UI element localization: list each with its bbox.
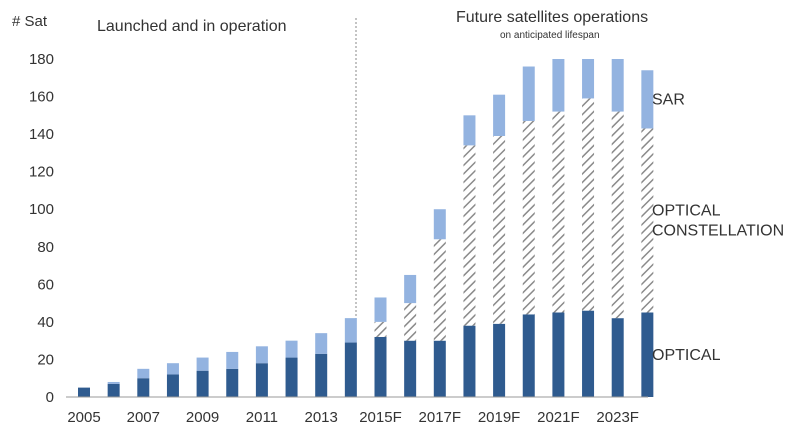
bar-segment-optical-constellation-2017F [433,239,446,341]
x-tick-label: 2011 [246,409,278,426]
bar-segment-sar-2015F [374,297,387,322]
bar-segment-optical-2011 [255,363,268,397]
bar-segment-optical-2023F [611,318,624,397]
bar-segment-optical-2017F [433,340,446,397]
bar-segment-sar-2022F [582,59,595,99]
bar-segment-optical-2008 [166,374,179,397]
bar-segment-sar-2007 [137,368,150,379]
y-tick-label: 40 [37,314,54,331]
x-tick-label: 2019F [478,409,521,426]
x-tick-label: 2007 [127,409,160,426]
y-tick-label: 180 [29,51,54,68]
y-axis-label: # Sat [12,13,48,30]
series-label-optical-constellation: OPTICAL [652,202,721,219]
bar-segment-sar-2018F [463,115,476,146]
future-section-title: Future satellites operations [456,9,648,26]
y-tick-label: 160 [29,89,54,106]
y-axis-ticks: 0 20 40 60 80 100 120 140 160 180 [29,51,54,406]
bar-segment-sar-2009 [196,357,209,371]
bar-segment-optical-2015F [374,336,387,397]
x-tick-label: 2005 [67,409,100,426]
bar-segment-optical-2006 [107,383,120,397]
bar-segment-optical-constellation-2018F [463,145,476,326]
bar-segment-sar-2016F [404,274,417,304]
x-tick-label: 2009 [186,409,219,426]
x-tick-label: 2015F [359,409,402,426]
bar-segment-optical-constellation-2021F [552,111,565,313]
bar-segment-sar-2014 [344,318,357,343]
bar-segment-optical-constellation-2022F [582,98,595,311]
y-tick-label: 80 [37,239,54,256]
x-tick-label: 2017F [419,409,462,426]
bars-group [78,59,654,397]
series-label-sar: SAR [652,91,685,108]
bar-segment-sar-2011 [255,346,268,364]
bar-segment-optical-2012 [285,357,298,397]
bar-segment-optical-2010 [226,368,239,397]
x-tick-label: 2021F [537,409,580,426]
bar-segment-sar-2024F [641,70,654,129]
bar-segment-optical-constellation-2019F [493,135,506,324]
bar-segment-sar-2019F [493,94,506,136]
bar-segment-optical-2014 [344,342,357,397]
bar-segment-optical-constellation-2015F [374,321,387,337]
bar-segment-optical-2009 [196,370,209,397]
y-tick-label: 0 [46,389,54,406]
bar-segment-sar-2020F [522,66,535,121]
historical-section-title: Launched and in operation [97,18,287,35]
x-axis-ticks: 2005 2007 2009 2011 2013 2015F 2017F 2019F 2021F… [67,409,639,426]
bar-segment-optical-2022F [582,310,595,397]
y-tick-label: 120 [29,164,54,181]
x-tick-label: 2023F [596,409,639,426]
y-tick-label: 140 [29,126,54,143]
bar-segment-sar-2017F [433,209,446,240]
future-section-subtitle: on anticipated lifespan [500,30,600,41]
bar-segment-sar-2006 [107,381,120,384]
bar-segment-optical-constellation-2023F [611,111,624,319]
bar-segment-optical-constellation-2016F [404,303,417,341]
y-tick-label: 60 [37,276,54,293]
bar-segment-optical-constellation-2024F [641,128,654,313]
bar-segment-optical-2020F [522,314,535,397]
series-labels: OPTICAL OPTICAL CONSTELLATION SAR [652,91,784,363]
bar-segment-optical-2024F [641,312,654,397]
bar-segment-sar-2008 [166,363,179,375]
bar-segment-optical-2019F [493,323,506,397]
series-label-optical: OPTICAL [652,347,721,364]
x-tick-label: 2013 [305,409,338,426]
bar-segment-optical-2018F [463,325,476,397]
bar-segment-sar-2013 [315,333,328,354]
series-label-optical-constellation: CONSTELLATION [652,222,784,239]
y-tick-label: 20 [37,351,54,368]
bar-segment-optical-constellation-2020F [522,120,535,315]
bar-segment-optical-2016F [404,340,417,397]
bar-segment-optical-2005 [78,387,90,397]
bar-segment-sar-2021F [552,59,565,112]
bar-segment-optical-2021F [552,312,565,397]
bar-segment-sar-2010 [226,351,239,369]
bar-segment-optical-2013 [315,353,328,397]
bar-segment-sar-2023F [611,59,624,112]
bar-segment-optical-2007 [137,378,150,397]
y-tick-label: 100 [29,201,54,218]
bar-segment-sar-2012 [285,340,298,358]
